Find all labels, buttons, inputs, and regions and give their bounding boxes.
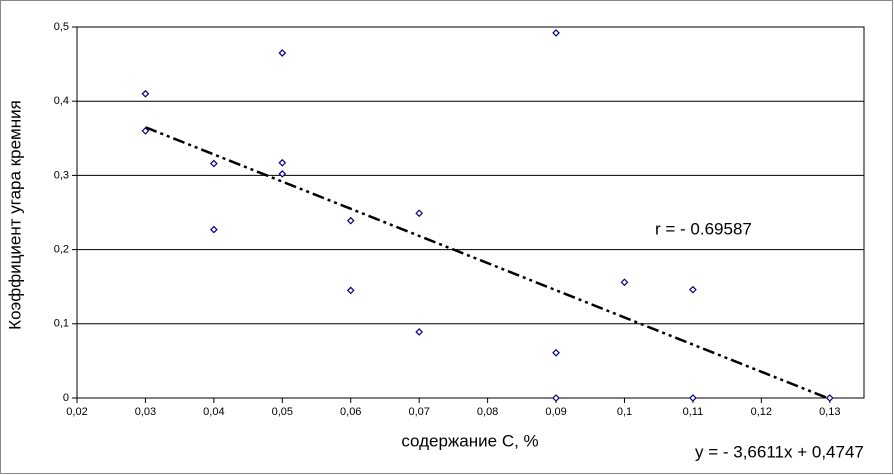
point — [141, 127, 150, 135]
x-tick-label: 0,05 — [272, 406, 293, 418]
plot-area — [76, 26, 865, 399]
point — [141, 89, 150, 98]
point — [552, 348, 560, 357]
annotation: r = - 0.69587 — [655, 219, 752, 238]
x-tick-label: 0,06 — [340, 406, 361, 418]
point — [415, 209, 424, 218]
point — [620, 278, 629, 287]
x-tick-label: 0,1 — [617, 406, 632, 418]
y-tick-label: 0,2 — [54, 244, 69, 256]
x-tick-label: 0,03 — [135, 406, 156, 418]
point — [552, 394, 560, 402]
x-tick-label: 0,09 — [545, 406, 566, 418]
x-tick-label: 0,02 — [66, 406, 87, 418]
point — [346, 216, 355, 225]
y-axis-label: Коэффициент угара кремния — [5, 100, 24, 330]
point — [346, 286, 355, 295]
y-tick-label: 0,5 — [54, 21, 69, 33]
x-tick-label: 0,08 — [477, 406, 498, 418]
point — [210, 225, 218, 234]
x-tick-label: 0,11 — [683, 406, 704, 418]
trendline-equation: y = - 3,6611x + 0,4747 — [695, 442, 864, 461]
point — [689, 285, 697, 294]
y-tick-label: 0 — [63, 392, 69, 404]
x-tick-label: 0,13 — [819, 406, 840, 418]
x-tick-label: 0,12 — [751, 406, 772, 418]
equation-bg — [690, 440, 870, 464]
point — [689, 394, 697, 402]
y-tick-label: 0,1 — [54, 318, 69, 330]
x-tick-label: 0,07 — [408, 406, 429, 418]
point — [278, 49, 287, 57]
annotation-bg — [650, 218, 772, 240]
y-tick-label: 0,4 — [54, 95, 69, 107]
point — [552, 29, 560, 37]
y-tick-label: 0,3 — [54, 169, 69, 181]
point — [278, 158, 287, 167]
x-tick-label: 0,04 — [203, 406, 224, 418]
point — [210, 159, 218, 168]
point — [415, 328, 424, 336]
point — [278, 170, 287, 178]
x-axis-label: содержание С, % — [401, 431, 538, 450]
point — [825, 394, 834, 402]
trendline — [144, 126, 831, 401]
